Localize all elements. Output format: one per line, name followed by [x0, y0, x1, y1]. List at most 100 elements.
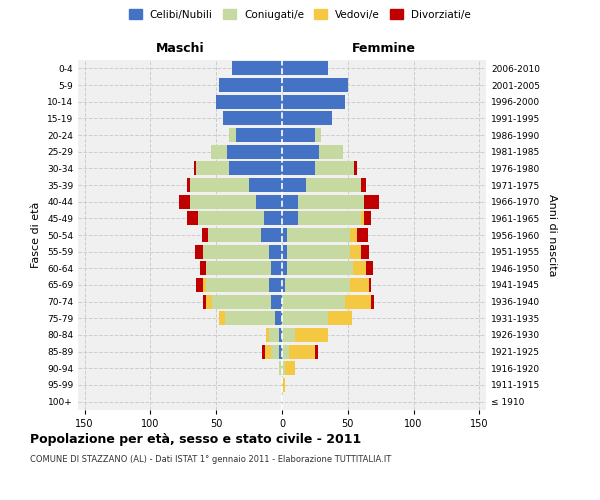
Bar	[282, 62, 328, 76]
Bar	[206, 278, 269, 292]
Bar	[282, 278, 284, 292]
Bar	[298, 194, 364, 209]
Bar	[361, 244, 369, 259]
Bar	[203, 244, 269, 259]
Bar	[361, 211, 364, 226]
Bar	[282, 128, 315, 142]
Bar	[315, 344, 317, 359]
Bar	[287, 261, 353, 276]
Bar	[287, 244, 350, 259]
Bar	[229, 128, 236, 142]
Y-axis label: Anni di nascita: Anni di nascita	[547, 194, 557, 276]
Bar	[282, 144, 319, 159]
Bar	[196, 278, 203, 292]
Bar	[263, 211, 282, 226]
Bar	[282, 112, 332, 126]
Y-axis label: Fasce di età: Fasce di età	[31, 202, 41, 268]
Bar	[208, 228, 261, 242]
Bar	[282, 78, 348, 92]
Bar	[282, 361, 284, 376]
Bar	[280, 344, 282, 359]
Bar	[282, 378, 284, 392]
Bar	[364, 211, 371, 226]
Bar	[269, 328, 280, 342]
Bar	[262, 344, 265, 359]
Bar	[265, 344, 271, 359]
Bar	[256, 194, 282, 209]
Text: COMUNE DI STAZZANO (AL) - Dati ISTAT 1° gennaio 2011 - Elaborazione TUTTITALIA.I: COMUNE DI STAZZANO (AL) - Dati ISTAT 1° …	[30, 456, 391, 464]
Bar	[200, 261, 206, 276]
Bar	[282, 261, 287, 276]
Bar	[282, 344, 289, 359]
Legend: Celibi/Nubili, Coniugati/e, Vedovi/e, Divorziati/e: Celibi/Nubili, Coniugati/e, Vedovi/e, Di…	[125, 5, 475, 24]
Bar	[350, 278, 369, 292]
Bar	[355, 162, 357, 175]
Bar	[271, 261, 282, 276]
Bar	[287, 228, 350, 242]
Bar	[271, 344, 280, 359]
Bar	[219, 78, 282, 92]
Bar	[289, 344, 315, 359]
Bar	[275, 311, 282, 326]
Bar	[350, 244, 361, 259]
Bar	[249, 178, 282, 192]
Bar	[305, 178, 361, 192]
Bar	[357, 228, 368, 242]
Bar	[269, 278, 282, 292]
Bar	[369, 278, 371, 292]
Bar	[361, 178, 366, 192]
Bar	[198, 211, 263, 226]
Bar	[350, 228, 357, 242]
Bar	[194, 162, 196, 175]
Bar	[364, 194, 379, 209]
Bar	[187, 178, 190, 192]
Bar	[315, 162, 355, 175]
Text: Maschi: Maschi	[155, 42, 205, 55]
Bar	[179, 194, 190, 209]
Bar	[282, 311, 328, 326]
Bar	[282, 94, 345, 109]
Bar	[232, 62, 282, 76]
Bar	[211, 144, 227, 159]
Bar	[216, 94, 282, 109]
Bar	[236, 128, 282, 142]
Bar	[196, 162, 229, 175]
Bar	[271, 294, 282, 308]
Bar	[282, 178, 305, 192]
Bar	[371, 294, 374, 308]
Bar	[319, 144, 343, 159]
Bar	[282, 162, 315, 175]
Bar	[282, 294, 345, 308]
Bar	[282, 211, 298, 226]
Bar	[226, 311, 275, 326]
Bar	[328, 311, 352, 326]
Bar	[282, 328, 295, 342]
Bar	[223, 112, 282, 126]
Bar	[366, 261, 373, 276]
Bar	[190, 178, 249, 192]
Text: Femmine: Femmine	[352, 42, 416, 55]
Bar	[282, 194, 298, 209]
Bar	[280, 328, 282, 342]
Bar	[315, 128, 322, 142]
Bar	[195, 244, 203, 259]
Bar	[298, 211, 361, 226]
Bar	[206, 261, 271, 276]
Bar	[229, 162, 282, 175]
Bar	[345, 294, 371, 308]
Bar	[190, 194, 256, 209]
Bar	[187, 211, 198, 226]
Bar	[261, 228, 282, 242]
Bar	[212, 294, 271, 308]
Text: Popolazione per età, sesso e stato civile - 2011: Popolazione per età, sesso e stato civil…	[30, 432, 361, 446]
Bar	[227, 144, 282, 159]
Bar	[295, 328, 328, 342]
Bar	[269, 244, 282, 259]
Bar	[280, 361, 282, 376]
Bar	[202, 228, 208, 242]
Bar	[206, 294, 212, 308]
Bar	[353, 261, 366, 276]
Bar	[219, 311, 226, 326]
Bar	[284, 361, 295, 376]
Bar	[282, 228, 287, 242]
